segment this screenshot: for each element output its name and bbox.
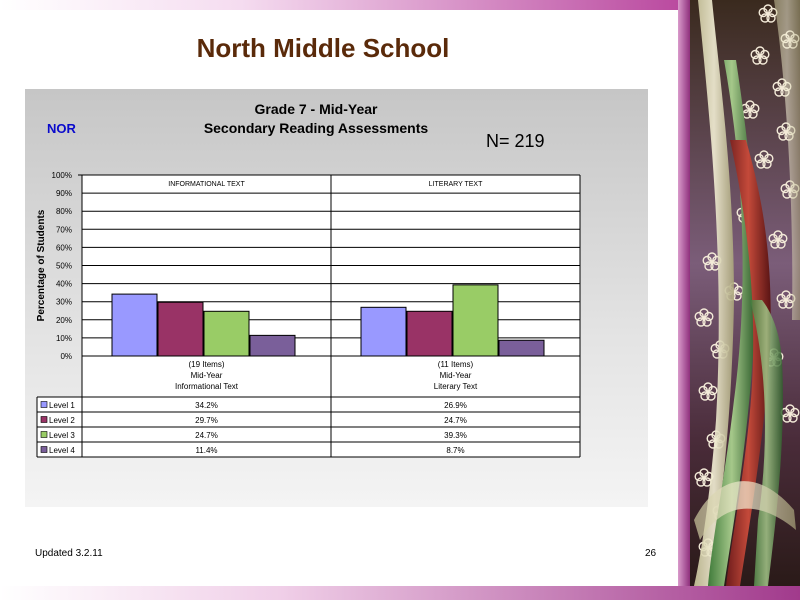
y-tick-label: 50%: [56, 262, 72, 271]
panel-header: INFORMATIONAL TEXT: [168, 181, 245, 188]
y-tick-label: 90%: [56, 189, 72, 198]
y-tick-label: 100%: [52, 171, 72, 180]
slide-title: North Middle School: [196, 33, 450, 63]
decorative-floral-panel: [690, 0, 800, 586]
bar-level-1: [360, 306, 407, 357]
y-tick-label: 30%: [56, 298, 72, 307]
bar-level-3: [203, 310, 250, 357]
page-number: 26: [645, 548, 657, 559]
category-label: Informational Text: [175, 382, 239, 391]
bar-level-4: [249, 334, 296, 357]
table-value: 26.9%: [444, 401, 467, 410]
school-code: NOR: [47, 121, 76, 136]
table-value: 39.3%: [444, 431, 467, 440]
table-value: 8.7%: [446, 446, 464, 455]
y-tick-label: 20%: [56, 316, 72, 325]
right-border: [678, 0, 690, 600]
chart-title: Grade 7 - Mid-Year: [254, 101, 378, 117]
y-tick-label: 10%: [56, 334, 72, 343]
footer-updated-date: Updated 3.2.11: [35, 548, 103, 559]
top-border: [0, 0, 688, 10]
table-value: 29.7%: [195, 416, 218, 425]
legend-key: [40, 401, 48, 408]
category-label: Mid-Year: [191, 371, 223, 380]
y-tick-label: 60%: [56, 243, 72, 252]
panel-header: LITERARY TEXT: [429, 181, 483, 188]
y-tick-label: 70%: [56, 225, 72, 234]
table-value: 24.7%: [444, 416, 467, 425]
legend-key: [40, 431, 48, 438]
category-label: Literary Text: [434, 382, 478, 391]
n-count: N= 219: [486, 131, 545, 151]
bar-level-1: [111, 293, 158, 357]
chart-subtitle: Secondary Reading Assessments: [203, 120, 429, 136]
category-label: (19 Items): [188, 360, 224, 369]
category-label: (11 Items): [438, 360, 474, 369]
legend-label: Level 1: [49, 401, 75, 410]
y-tick-label: 0%: [60, 352, 72, 361]
category-label: Mid-Year: [440, 371, 472, 380]
bar-level-4: [498, 339, 545, 357]
table-value: 11.4%: [195, 446, 217, 455]
y-tick-label: 80%: [56, 207, 72, 216]
legend-label: Level 4: [49, 446, 75, 455]
legend-label: Level 3: [49, 431, 75, 440]
legend-label: Level 2: [49, 416, 75, 425]
table-value: 24.7%: [195, 431, 218, 440]
legend-key: [40, 446, 48, 453]
bottom-border: [0, 586, 800, 600]
bar-level-3: [452, 284, 499, 357]
y-axis-title: Percentage of Students: [36, 209, 47, 321]
bar-level-2: [157, 301, 204, 357]
bar-level-2: [406, 310, 453, 357]
table-value: 34.2%: [195, 401, 218, 410]
legend-key: [40, 416, 48, 423]
y-tick-label: 40%: [56, 280, 72, 289]
